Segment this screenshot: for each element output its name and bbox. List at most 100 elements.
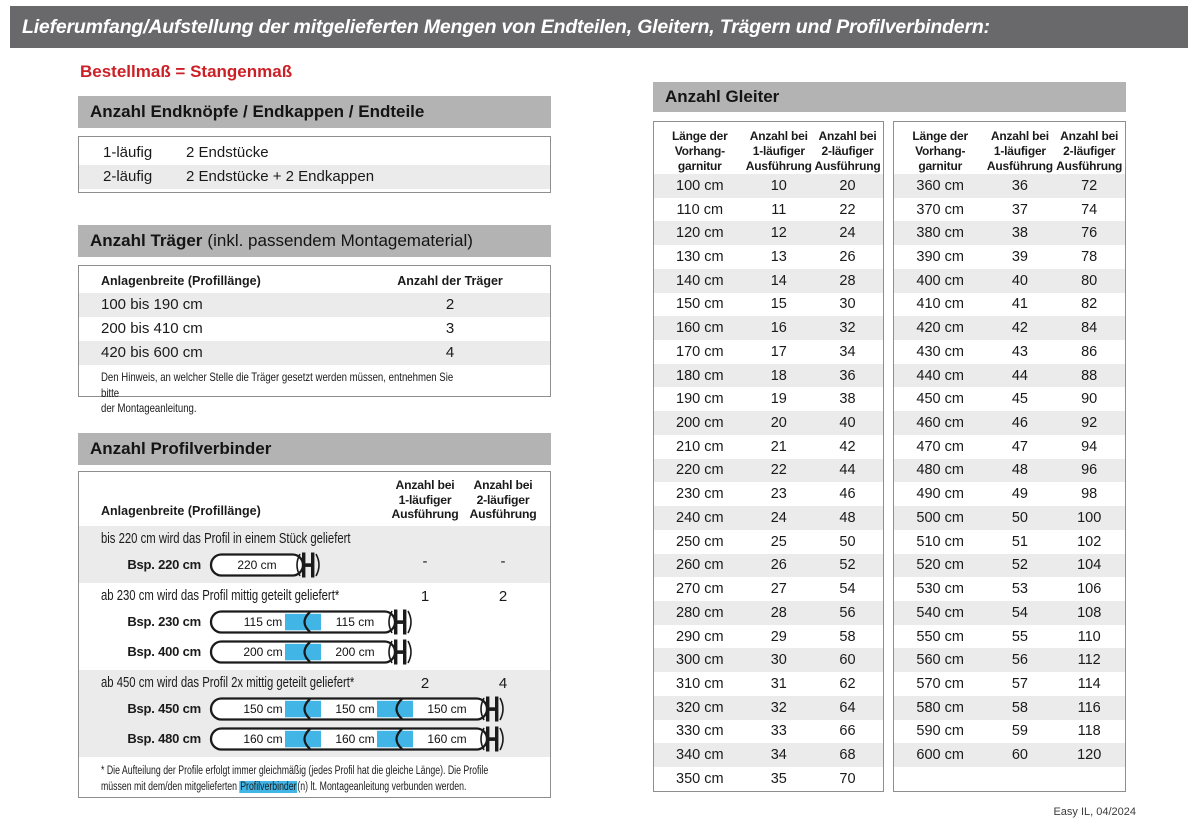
gleiter-row: 150 cm 15 30 bbox=[654, 293, 883, 317]
traeger-row: 100 bis 190 cm 2 bbox=[79, 293, 550, 317]
gleiter-row: 440 cm 44 88 bbox=[894, 363, 1125, 388]
gleiter-col-1-laeufig: Anzahl bei 1-läufiger Ausführung bbox=[745, 129, 812, 173]
gleiter-count-1-laeufig: 32 bbox=[770, 699, 787, 716]
gleiter-col-length: Länge der Vorhang- garnitur bbox=[672, 129, 728, 173]
segment-length-label: 115 cm bbox=[244, 615, 282, 629]
count-2-laeufig: 2 bbox=[498, 588, 508, 605]
traeger-row: 200 bis 410 cm 3 bbox=[79, 317, 550, 341]
gleiter-row: 460 cm 46 92 bbox=[894, 411, 1125, 435]
gleiter-length: 290 cm bbox=[676, 628, 724, 645]
profilverbinder-rule: ab 230 cm wird das Profil mittig geteilt… bbox=[101, 588, 340, 604]
gleiter-count-1-laeufig: 15 bbox=[770, 296, 787, 313]
gleiter-row: 520 cm 52 104 bbox=[894, 553, 1125, 578]
traeger-table-header: Anlagenbreite (Profillänge) Anzahl der T… bbox=[79, 266, 550, 293]
order-measure-note: Bestellmaß = Stangenmaß bbox=[80, 62, 293, 81]
section-header-traeger-label: Anzahl Träger bbox=[90, 231, 203, 250]
section-header-endteile: Anzahl Endknöpfe / Endkappen / Endteile bbox=[78, 96, 551, 128]
profile-example: Bsp. 220 cm 220 cm bbox=[119, 550, 550, 579]
endteile-run-type: 1-läufig bbox=[103, 144, 153, 161]
gleiter-length: 500 cm bbox=[916, 509, 964, 526]
gleiter-count-2-laeufig: 32 bbox=[839, 320, 856, 337]
gleiter-length: 490 cm bbox=[916, 486, 964, 503]
gleiter-row: 420 cm 42 84 bbox=[894, 316, 1125, 341]
segment-length-label: 200 cm bbox=[335, 645, 374, 659]
gleiter-row: 300 cm 30 60 bbox=[654, 648, 883, 673]
gleiter-count-1-laeufig: 54 bbox=[1011, 604, 1028, 621]
gleiter-count-1-laeufig: 51 bbox=[1011, 533, 1028, 550]
gleiter-row: 210 cm 21 42 bbox=[654, 435, 883, 459]
gleiter-rows-2: 360 cm 36 72 370 cm 37 74 380 cm 38 76 390 cm 39 78… bbox=[894, 174, 1125, 767]
gleiter-count-2-laeufig: 38 bbox=[839, 391, 856, 408]
footnote-line-2: müssen mit dem/den mitgelieferten Profil… bbox=[101, 780, 467, 793]
gleiter-length: 590 cm bbox=[916, 723, 964, 740]
gleiter-count-2-laeufig: 96 bbox=[1081, 462, 1098, 479]
gleiter-count-2-laeufig: 44 bbox=[839, 462, 856, 479]
profile-example: Bsp. 450 cm 150 cm 150 cm 150 cm bbox=[119, 694, 550, 723]
gleiter-table-1-header: Länge der Vorhang- garnitur Anzahl bei 1… bbox=[654, 122, 883, 174]
gleiter-count-1-laeufig: 37 bbox=[1011, 201, 1028, 218]
gleiter-row: 260 cm 26 52 bbox=[654, 553, 883, 578]
traeger-note: Den Hinweis, an welcher Stelle die Träge… bbox=[101, 370, 454, 416]
gleiter-row: 550 cm 55 110 bbox=[894, 625, 1125, 649]
gleiter-length: 110 cm bbox=[676, 201, 724, 218]
gleiter-count-1-laeufig: 25 bbox=[770, 533, 787, 550]
count-2-laeufig: - bbox=[500, 553, 506, 570]
gleiter-count-2-laeufig: 98 bbox=[1081, 486, 1098, 503]
gleiter-row: 510 cm 51 102 bbox=[894, 530, 1125, 554]
gleiter-row: 450 cm 45 90 bbox=[894, 387, 1125, 411]
gleiter-row: 490 cm 49 98 bbox=[894, 482, 1125, 506]
gleiter-length: 400 cm bbox=[916, 272, 964, 289]
segment-length-label: 200 cm bbox=[243, 645, 282, 659]
profile-example: Bsp. 400 cm 200 cm 200 cm bbox=[119, 637, 550, 666]
segment-length-label: 160 cm bbox=[335, 732, 374, 746]
gleiter-count-1-laeufig: 44 bbox=[1011, 367, 1028, 384]
traeger-range: 200 bis 410 cm bbox=[101, 320, 203, 337]
gleiter-row: 410 cm 41 82 bbox=[894, 293, 1125, 317]
gleiter-row: 480 cm 48 96 bbox=[894, 458, 1125, 483]
profile-rod-diagram: 220 cm bbox=[209, 552, 320, 577]
gleiter-count-1-laeufig: 56 bbox=[1011, 652, 1028, 669]
gleiter-count-2-laeufig: 100 bbox=[1077, 509, 1102, 526]
gleiter-length: 140 cm bbox=[676, 272, 724, 289]
gleiter-row: 120 cm 12 24 bbox=[654, 221, 883, 246]
profilverbinder-col-width: Anlagenbreite (Profillänge) bbox=[101, 504, 261, 518]
gleiter-count-2-laeufig: 64 bbox=[839, 699, 856, 716]
gleiter-count-1-laeufig: 50 bbox=[1011, 509, 1028, 526]
profile-rod-diagram: 160 cm 160 cm 160 cm bbox=[209, 726, 504, 751]
gleiter-count-2-laeufig: 86 bbox=[1081, 343, 1098, 360]
endteile-run-type: 2-läufig bbox=[103, 168, 153, 185]
gleiter-count-1-laeufig: 55 bbox=[1011, 628, 1028, 645]
gleiter-row: 220 cm 22 44 bbox=[654, 458, 883, 483]
gleiter-count-1-laeufig: 30 bbox=[770, 652, 787, 669]
gleiter-length: 330 cm bbox=[676, 723, 724, 740]
gleiter-row: 360 cm 36 72 bbox=[894, 174, 1125, 198]
gleiter-length: 300 cm bbox=[676, 652, 724, 669]
gleiter-col-2-laeufig: Anzahl bei 2-läufiger Ausführung bbox=[814, 129, 881, 173]
gleiter-length: 360 cm bbox=[916, 177, 964, 194]
profile-rod-diagram: 200 cm 200 cm bbox=[209, 639, 412, 664]
gleiter-row: 130 cm 13 26 bbox=[654, 245, 883, 269]
gleiter-row: 170 cm 17 34 bbox=[654, 340, 883, 364]
section-header-gleiter-label: Anzahl Gleiter bbox=[665, 87, 780, 106]
gleiter-count-1-laeufig: 43 bbox=[1011, 343, 1028, 360]
gleiter-length: 150 cm bbox=[676, 296, 724, 313]
traeger-range: 420 bis 600 cm bbox=[101, 344, 203, 361]
endteile-row: 2-läufig 2 Endstücke + 2 Endkappen bbox=[79, 165, 550, 189]
section-header-traeger: Anzahl Träger (inkl. passendem Montagema… bbox=[78, 225, 551, 257]
gleiter-length: 200 cm bbox=[676, 415, 724, 432]
gleiter-count-2-laeufig: 50 bbox=[839, 533, 856, 550]
section-header-profilverbinder-label: Anzahl Profilverbinder bbox=[90, 439, 272, 458]
gleiter-row: 280 cm 28 56 bbox=[654, 600, 883, 625]
gleiter-count-2-laeufig: 54 bbox=[839, 581, 856, 598]
gleiter-count-1-laeufig: 59 bbox=[1011, 723, 1028, 740]
traeger-count: 2 bbox=[445, 296, 455, 313]
gleiter-row: 200 cm 20 40 bbox=[654, 411, 883, 435]
gleiter-length: 550 cm bbox=[916, 628, 964, 645]
count-2-laeufig: 4 bbox=[498, 675, 508, 692]
gleiter-count-1-laeufig: 40 bbox=[1011, 272, 1028, 289]
gleiter-length: 540 cm bbox=[916, 604, 964, 621]
gleiter-length: 380 cm bbox=[916, 225, 964, 242]
profile-rod-diagram: 150 cm 150 cm 150 cm bbox=[209, 696, 504, 721]
traeger-col-width: Anlagenbreite (Profillänge) bbox=[101, 274, 261, 288]
